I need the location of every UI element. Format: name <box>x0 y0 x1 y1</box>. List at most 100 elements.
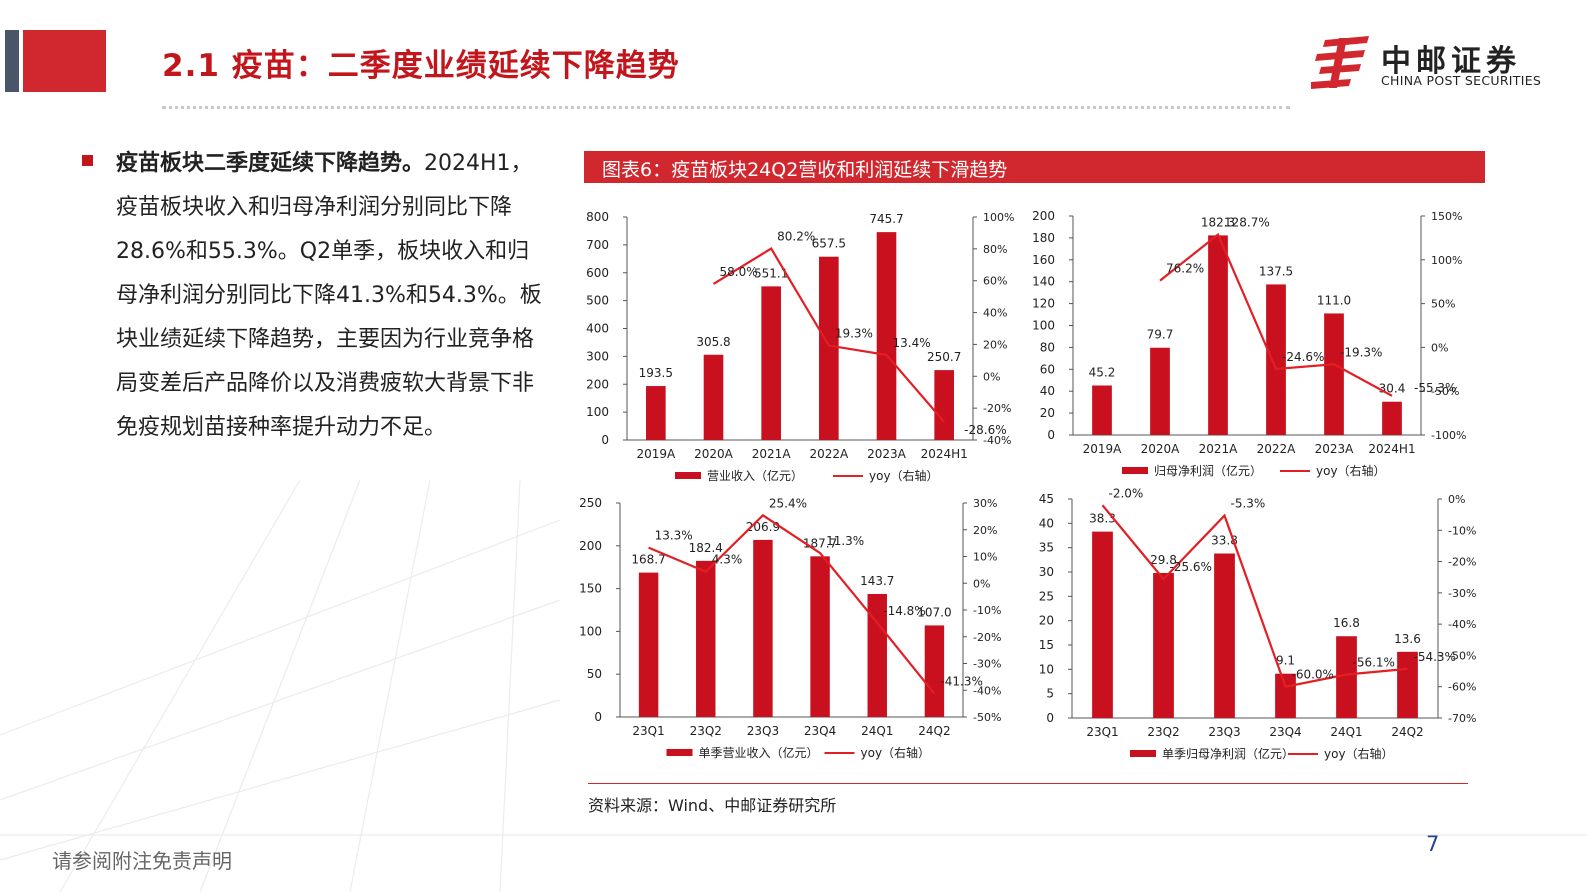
x-tick-label: 24Q1 <box>861 724 893 738</box>
y2-tick-label: 0% <box>1431 341 1448 354</box>
y-tick-label: 35 <box>1039 541 1054 555</box>
bar-value-label: 79.7 <box>1147 328 1174 342</box>
y2-tick-label: 30% <box>973 497 997 510</box>
x-tick-label: 24Q2 <box>1391 725 1423 739</box>
y-tick-label: 800 <box>586 210 609 224</box>
y-tick-label: 600 <box>586 266 609 280</box>
y-tick-label: 140 <box>1032 275 1055 289</box>
x-tick-label: 2024H1 <box>1368 442 1415 456</box>
chart-quarterly-net-profit: 0 5 10 15 20 25 30 35 40 45 -70% -60% -50% -40% -30% -2… <box>1039 488 1477 761</box>
body-lead: 疫苗板块二季度延续下降趋势。 <box>116 151 425 176</box>
bar <box>867 593 887 717</box>
y-tick-label: 700 <box>586 238 609 252</box>
bar-value-label: 45.2 <box>1089 366 1116 380</box>
y-tick-label: 0 <box>594 710 602 724</box>
bar <box>1208 235 1228 435</box>
x-tick-label: 2019A <box>636 447 676 461</box>
yoy-line <box>712 247 945 423</box>
header-accent-dark <box>5 30 19 92</box>
y2-tick-label: 100% <box>1431 254 1462 267</box>
yoy-value-label: 58.0% <box>720 265 758 279</box>
yoy-value-label: -24.6% <box>1282 350 1324 364</box>
bar-value-label: 29.8 <box>1150 553 1177 567</box>
yoy-line <box>1159 232 1393 397</box>
legend-line-label: yoy（右轴） <box>1324 746 1394 761</box>
bar <box>924 625 945 717</box>
yoy-value-label: 19.3% <box>835 327 873 341</box>
bar-value-label: 111.0 <box>1317 293 1351 307</box>
bar <box>934 370 954 440</box>
yoy-value-label: -25.6% <box>1170 560 1212 574</box>
bar <box>1324 313 1344 435</box>
y-tick-label: 200 <box>1032 209 1055 223</box>
y2-tick-label: -40% <box>973 684 1001 697</box>
yoy-value-label: -2.0% <box>1109 488 1144 500</box>
x-tick-label: 23Q4 <box>1269 725 1301 739</box>
y-tick-label: 100 <box>586 405 609 419</box>
y-tick-label: 20 <box>1039 614 1054 628</box>
y2-tick-label: -40% <box>983 434 1011 447</box>
bar <box>1150 347 1170 435</box>
x-tick-label: 2021A <box>752 447 792 461</box>
y-tick-label: 15 <box>1039 638 1054 652</box>
y2-tick-label: -10% <box>973 604 1001 617</box>
chart-annual-revenue: 0 100 200 300 400 500 600 700 800 -40% -20% 0% 20% 40… <box>586 210 1014 483</box>
y-tick-label: 50 <box>587 667 602 681</box>
y2-tick-label: -20% <box>983 402 1011 415</box>
x-tick-label: 2019A <box>1083 442 1123 456</box>
y-tick-label: 30 <box>1039 565 1054 579</box>
bar-value-label: 13.6 <box>1394 632 1421 646</box>
bar <box>1092 531 1113 718</box>
source-note: 资料来源：Wind、中邮证券研究所 <box>588 796 837 815</box>
x-tick-label: 24Q2 <box>918 724 950 738</box>
page-number: 7 <box>1426 832 1440 856</box>
y2-tick-label: 0% <box>983 370 1000 383</box>
bar <box>1336 636 1357 718</box>
x-tick-label: 2021A <box>1199 442 1239 456</box>
chart-quarterly-revenue: 0 50 100 150 200 250 -50% -40% -30% -20% -10% 0% 10%… <box>579 496 1001 760</box>
legend-bar-swatch <box>1122 467 1148 474</box>
bar-value-label: 107.0 <box>917 605 951 619</box>
yoy-value-label: -28.6% <box>964 423 1006 437</box>
bar-value-label: 193.5 <box>639 366 673 380</box>
y2-tick-label: 100% <box>983 211 1014 224</box>
y-tick-label: 200 <box>586 377 609 391</box>
bar-value-label: 143.7 <box>860 574 894 588</box>
legend-bar-label: 归母净利润（亿元） <box>1154 463 1262 478</box>
logo-text-cn: 中邮证券 <box>1381 44 1521 79</box>
header-accent-red <box>23 30 106 92</box>
x-tick-label: 2022A <box>809 447 849 461</box>
bar <box>696 560 716 717</box>
figure-title: 图表6：疫苗板块24Q2营收和利润延续下滑趋势 <box>602 159 1008 181</box>
china-post-logo-icon <box>1311 36 1369 89</box>
y2-tick-label: -10% <box>1448 524 1476 537</box>
x-tick-label: 23Q1 <box>1086 725 1118 739</box>
figure-banner <box>584 151 1485 183</box>
y2-tick-label: -30% <box>973 658 1001 671</box>
bar-value-label: 745.7 <box>869 212 903 226</box>
bar-value-label: 168.7 <box>631 553 665 567</box>
y2-tick-label: 0% <box>1448 493 1465 506</box>
x-tick-label: 2023A <box>1315 442 1355 456</box>
y-tick-label: 5 <box>1046 687 1054 701</box>
y2-tick-label: -50% <box>1431 385 1459 398</box>
legend-line-label: yoy（右轴） <box>861 745 931 760</box>
y-tick-label: 0 <box>601 433 609 447</box>
legend-bar-label: 营业收入（亿元） <box>707 468 803 483</box>
y2-tick-label: -50% <box>973 711 1001 724</box>
bar <box>761 286 781 440</box>
y-tick-label: 40 <box>1040 384 1055 398</box>
x-tick-label: 24Q1 <box>1330 725 1362 739</box>
y-tick-label: 10 <box>1039 662 1054 676</box>
legend-bar-label: 单季营业收入（亿元） <box>699 745 819 760</box>
source-divider <box>588 783 1468 784</box>
bar <box>703 354 724 440</box>
x-tick-label: 23Q2 <box>1147 725 1179 739</box>
y2-tick-label: 10% <box>973 551 997 564</box>
bar <box>819 256 839 440</box>
y-tick-label: 45 <box>1039 492 1054 506</box>
bullet-marker <box>82 155 93 166</box>
y-tick-label: 160 <box>1032 253 1055 267</box>
y-tick-label: 400 <box>586 322 609 336</box>
y-tick-label: 40 <box>1039 516 1054 530</box>
